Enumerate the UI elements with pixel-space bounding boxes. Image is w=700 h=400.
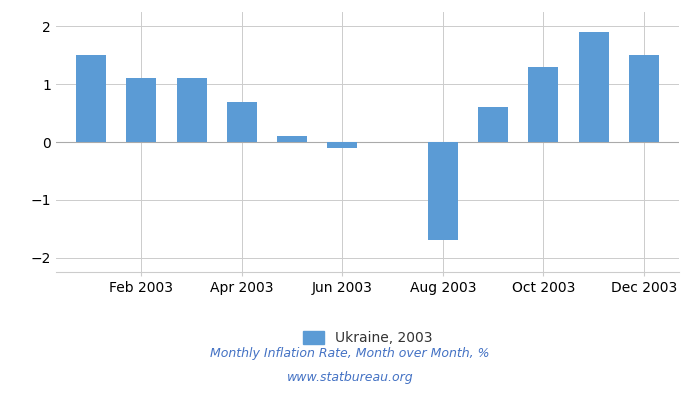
Bar <box>629 55 659 142</box>
Text: Monthly Inflation Rate, Month over Month, %: Monthly Inflation Rate, Month over Month… <box>210 348 490 360</box>
Bar <box>176 78 206 142</box>
Bar <box>277 136 307 142</box>
Bar <box>528 67 559 142</box>
Bar <box>478 107 508 142</box>
Bar <box>578 32 609 142</box>
Bar <box>227 102 257 142</box>
Bar <box>126 78 157 142</box>
Bar <box>76 55 106 142</box>
Bar <box>328 142 358 148</box>
Bar <box>428 142 458 240</box>
Text: www.statbureau.org: www.statbureau.org <box>287 372 413 384</box>
Legend: Ukraine, 2003: Ukraine, 2003 <box>298 326 438 351</box>
